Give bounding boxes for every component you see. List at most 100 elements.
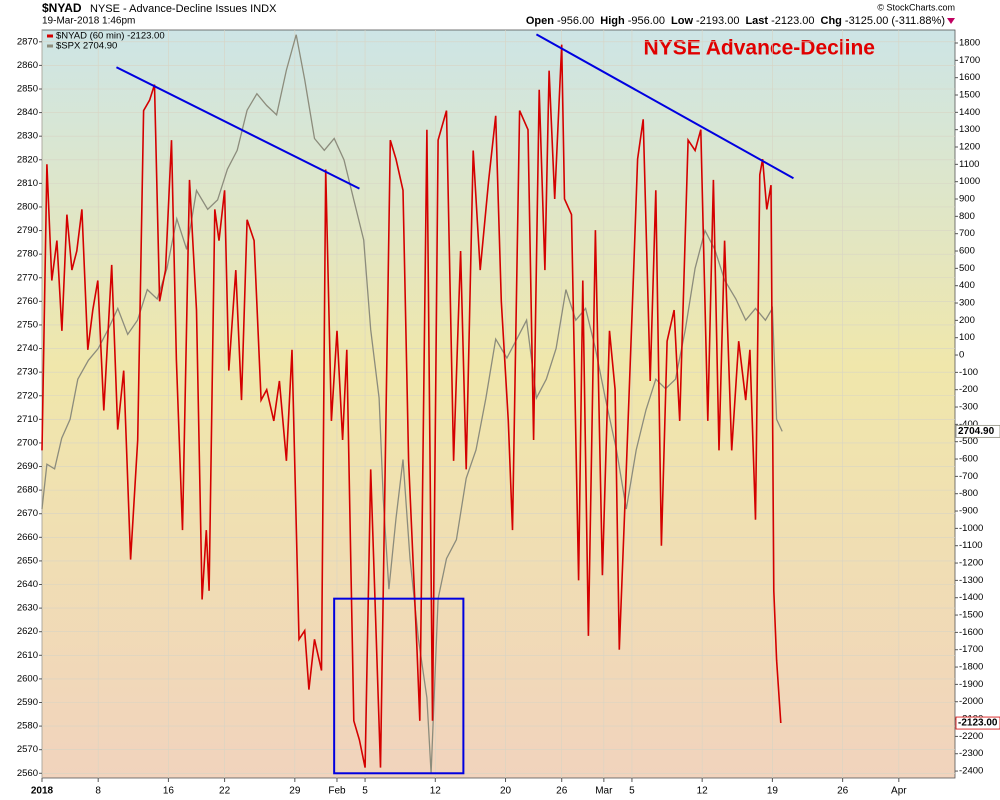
last-value-label: -2123.00 [958, 718, 998, 729]
y-tick-label: 2560 [17, 768, 38, 779]
y2-tick-label: -500 [959, 436, 978, 447]
x-tick-label: 19 [767, 786, 779, 797]
y2-tick-label: 1600 [959, 72, 980, 83]
y2-tick-label: 400 [959, 280, 975, 291]
y2-tick-label: -2200 [959, 731, 983, 742]
x-tick-label: 16 [163, 786, 175, 797]
y-tick-label: 2780 [17, 249, 38, 260]
y2-tick-label: -1600 [959, 627, 983, 638]
y-tick-label: 2870 [17, 36, 38, 47]
y2-tick-label: 200 [959, 315, 975, 326]
y2-tick-label: 1300 [959, 124, 980, 135]
y-tick-label: 2620 [17, 626, 38, 637]
y-tick-label: 2570 [17, 744, 38, 755]
y-tick-label: 2600 [17, 673, 38, 684]
y2-tick-label: -1800 [959, 662, 983, 673]
y2-tick-label: 800 [959, 211, 975, 222]
x-tick-label: 22 [219, 786, 231, 797]
x-tick-label: 5 [362, 786, 368, 797]
y-tick-label: 2770 [17, 272, 38, 283]
y2-tick-label: -2300 [959, 748, 983, 759]
y2-tick-label: -800 [959, 488, 978, 499]
quote-value: -3125.00 (-311.88%) [845, 15, 945, 27]
y2-tick-label: -700 [959, 471, 978, 482]
y2-tick-label: -100 [959, 367, 978, 378]
y2-tick-label: 1100 [959, 159, 979, 170]
y-tick-label: 2790 [17, 225, 38, 236]
quote-value: -2123.00 [771, 15, 814, 27]
y-tick-label: 2710 [17, 414, 38, 425]
y-tick-label: 2590 [17, 697, 38, 708]
quote-label: Chg [821, 15, 842, 27]
quote-label: High [600, 15, 625, 27]
y2-tick-label: 700 [959, 228, 975, 239]
y-tick-label: 2690 [17, 461, 38, 472]
y2-tick-label: -1000 [959, 523, 983, 534]
last-value-tag [955, 424, 1000, 438]
x-tick-label: 5 [629, 786, 635, 797]
date: 19-Mar-2018 1:46pm [42, 16, 135, 27]
legend-label: $SPX 2704.90 [56, 41, 117, 52]
y2-tick-label: 1400 [959, 107, 980, 118]
y2-tick-label: 1800 [959, 38, 980, 49]
y2-tick-label: -1500 [959, 610, 983, 621]
y2-tick-label: -1700 [959, 644, 983, 655]
y2-tick-label: 1700 [959, 55, 980, 66]
y-tick-label: 2630 [17, 603, 38, 614]
y-tick-label: 2580 [17, 721, 38, 732]
y-tick-label: 2810 [17, 178, 38, 189]
plot-area [41, 29, 956, 779]
y-tick-label: 2830 [17, 131, 38, 142]
quote: Open -956.00 High -956.00 Low -2193.00 Last -21… [526, 15, 945, 27]
x-tick-label: 29 [289, 786, 301, 797]
series-line [41, 34, 783, 774]
y2-tick-label: 1200 [959, 142, 980, 153]
trendline [115, 66, 360, 190]
highlight-box [333, 597, 465, 775]
y2-tick-label: -900 [959, 506, 978, 517]
y2-tick-label: -1400 [959, 592, 983, 603]
y2-tick-label: -1900 [959, 679, 983, 690]
y2-tick-label: -1100 [959, 540, 983, 551]
quote-value: -2193.00 [696, 15, 739, 27]
y-tick-label: 2840 [17, 107, 38, 118]
legend-swatch [47, 44, 53, 48]
y-tick-label: 2760 [17, 296, 38, 307]
y-tick-label: 2820 [17, 154, 38, 165]
y2-tick-label: -400 [959, 419, 978, 430]
quote-label: Last [745, 15, 768, 27]
trendline [535, 33, 794, 180]
quote-label: Open [526, 15, 554, 27]
y-tick-label: 2610 [17, 650, 38, 661]
y2-tick-label: -300 [959, 402, 978, 413]
y2-tick-label: 1000 [959, 176, 980, 187]
y2-tick-label: 100 [959, 332, 975, 343]
credit: © StockCharts.com [877, 2, 955, 12]
y-tick-label: 2720 [17, 390, 38, 401]
symbol-name: NYSE - Advance-Decline Issues INDX [90, 3, 277, 15]
y-tick-label: 2650 [17, 555, 38, 566]
change-arrow [947, 18, 955, 24]
y2-tick-label: 0 [959, 350, 964, 361]
x-tick-label: 8 [95, 786, 101, 797]
x-tick-label: Feb [328, 786, 346, 797]
x-tick-label: 12 [697, 786, 709, 797]
y-tick-label: 2730 [17, 367, 38, 378]
quote-value: -956.00 [557, 15, 594, 27]
y-tick-label: 2700 [17, 437, 38, 448]
legend-swatch [47, 34, 53, 38]
x-tick-label: 12 [430, 786, 442, 797]
y2-tick-label: 900 [959, 194, 975, 205]
x-tick-label: 26 [837, 786, 849, 797]
y2-tick-label: 300 [959, 298, 975, 309]
y2-tick-label: -200 [959, 384, 978, 395]
y-tick-label: 2660 [17, 532, 38, 543]
series-line [41, 44, 782, 768]
y2-tick-label: 500 [959, 263, 975, 274]
quote-label: Low [671, 15, 693, 27]
y2-tick-label: 600 [959, 246, 975, 257]
x-tick-label: Apr [891, 786, 907, 797]
y2-tick-label: -1300 [959, 575, 983, 586]
y-tick-label: 2860 [17, 60, 38, 71]
